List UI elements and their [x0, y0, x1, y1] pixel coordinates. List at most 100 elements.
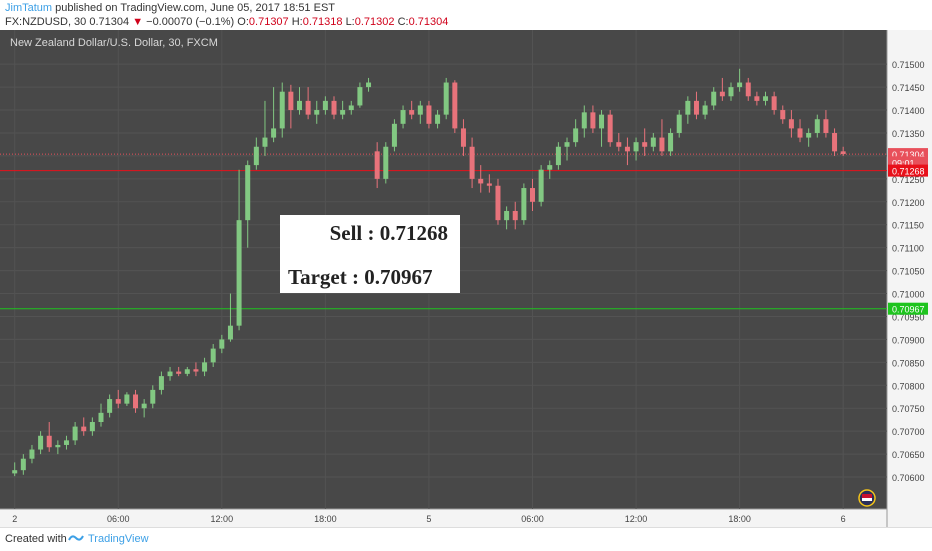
candle [538, 165, 544, 207]
candle [262, 100, 268, 156]
author-link[interactable]: JimTatum [5, 2, 53, 14]
candle-body [797, 128, 803, 138]
y-tick-label: 0.71250 [892, 175, 925, 185]
candle-body [504, 210, 510, 221]
x-tick-label: 2 [12, 514, 17, 524]
candle-body [322, 100, 328, 111]
candle-body [685, 100, 691, 115]
candle-body [650, 137, 656, 147]
x-tick-label: 12:00 [625, 514, 648, 524]
candle-body [348, 105, 354, 111]
candle-body [288, 91, 294, 111]
candle-body [279, 91, 285, 129]
candle [435, 110, 441, 129]
candle-body [443, 82, 449, 115]
candle-body [814, 119, 820, 133]
candle [702, 100, 708, 120]
candle-body [521, 188, 527, 221]
price-change: −0.00070 (−0.1%) [146, 16, 235, 28]
candle-body [262, 137, 268, 147]
candle-body [780, 110, 786, 120]
y-tick-label: 0.71000 [892, 290, 925, 300]
candle [676, 110, 682, 138]
candle-body [219, 339, 225, 349]
level-tag-label: 09:01 [892, 158, 915, 168]
candle [668, 128, 674, 156]
candle-body [210, 348, 216, 363]
candle-body [590, 112, 596, 129]
candle-body [29, 449, 35, 459]
candle-body [107, 399, 113, 413]
candle-body [366, 82, 372, 88]
candle-body [245, 165, 251, 221]
candle [29, 444, 35, 464]
candle [650, 132, 656, 152]
candle-body [202, 362, 208, 372]
candle-body [599, 114, 605, 129]
candle [124, 392, 130, 406]
candle [417, 100, 423, 124]
y-tick-label: 0.71200 [892, 198, 925, 208]
candle [314, 100, 320, 124]
candle-body [115, 399, 121, 404]
price-axis-labels: 0.715000.714500.714000.713500.713000.712… [888, 60, 928, 483]
candle-body [555, 146, 561, 166]
level-tag-label: 0.71268 [892, 167, 925, 177]
candle [288, 84, 294, 129]
candle-body [452, 82, 458, 129]
flag-icon[interactable] [858, 489, 876, 507]
candle [150, 385, 156, 409]
candle-body [227, 325, 233, 340]
candle-body [711, 91, 717, 106]
tradingview-logo-icon [68, 535, 84, 541]
candle-body [530, 188, 535, 202]
y-tick-label: 0.70750 [892, 404, 925, 414]
symbol-line: FX:NZDUSD, 30 0.71304 ▼ −0.00070 (−0.1%)… [5, 16, 448, 29]
candle [348, 100, 354, 115]
candle [63, 435, 69, 450]
candle-body [20, 458, 26, 471]
y-tick-label: 0.70800 [892, 381, 925, 391]
candle [81, 417, 87, 436]
candle-body [745, 82, 751, 97]
candle-body [46, 435, 52, 448]
x-tick-label: 06:00 [521, 514, 544, 524]
footer: Created with TradingView [0, 527, 932, 551]
candle [823, 110, 829, 138]
tradingview-link[interactable]: TradingView [88, 533, 149, 545]
candle-body [383, 146, 389, 179]
candle [581, 105, 587, 138]
y-tick-label: 0.71050 [892, 267, 925, 277]
price-axis[interactable] [887, 30, 932, 527]
candle [305, 87, 311, 120]
level-tag-label: 0.71304 [892, 150, 925, 160]
y-tick-label: 0.71350 [892, 129, 925, 139]
candle-body [832, 132, 838, 152]
candle [642, 128, 648, 156]
time-axis[interactable] [0, 509, 887, 527]
candle-body [633, 142, 639, 152]
candle-body [417, 105, 423, 115]
x-tick-label: 18:00 [314, 514, 337, 524]
candle [158, 371, 164, 395]
created-with-text: Created with [5, 533, 67, 545]
price-chart[interactable]: 0.715000.714500.714000.713500.713000.712… [0, 30, 932, 527]
candle [400, 105, 406, 129]
candle [504, 206, 510, 230]
candle-body [55, 444, 61, 448]
candle [737, 68, 743, 92]
candle-body [150, 389, 156, 404]
candle-body [788, 119, 794, 129]
last-price: 0.71304 [89, 16, 130, 28]
candle-body [495, 185, 501, 221]
candle-body [340, 110, 346, 115]
candle [340, 100, 346, 120]
candle [115, 389, 121, 409]
candle [296, 87, 302, 115]
candle-body [253, 146, 259, 166]
candle-body [538, 169, 544, 202]
candle [788, 110, 794, 138]
publish-line: JimTatum published on TradingView.com, J… [5, 2, 335, 15]
high-label: H: [291, 16, 303, 28]
candle [495, 178, 501, 225]
